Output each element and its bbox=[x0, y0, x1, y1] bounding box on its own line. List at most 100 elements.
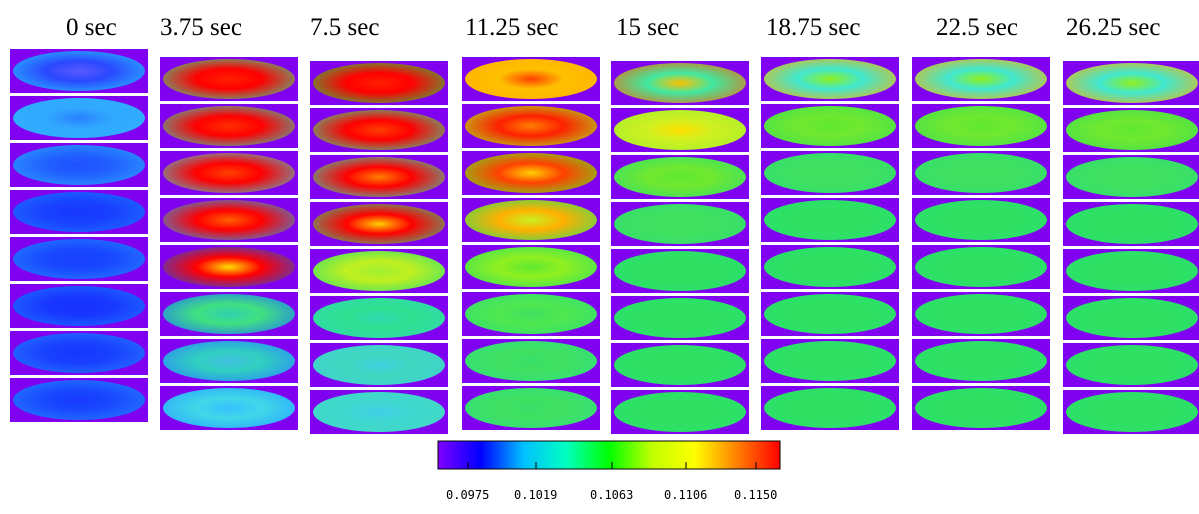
field-snapshot bbox=[160, 339, 298, 383]
field-snapshot bbox=[761, 245, 899, 289]
field-ellipse bbox=[764, 294, 896, 334]
field-ellipse bbox=[465, 59, 597, 99]
field-snapshot bbox=[912, 57, 1050, 101]
field-ellipse bbox=[1066, 298, 1198, 338]
snapshot-column bbox=[611, 61, 749, 437]
field-ellipse bbox=[163, 294, 295, 334]
colorbar-tick-label: 0.1150 bbox=[734, 488, 778, 502]
field-ellipse bbox=[915, 153, 1047, 193]
field-ellipse bbox=[313, 251, 445, 291]
field-snapshot bbox=[611, 343, 749, 387]
field-ellipse bbox=[163, 153, 295, 193]
field-snapshot bbox=[310, 249, 448, 293]
field-snapshot bbox=[912, 292, 1050, 336]
snapshot-column bbox=[761, 57, 899, 433]
field-snapshot bbox=[462, 57, 600, 101]
field-snapshot bbox=[160, 151, 298, 195]
field-snapshot bbox=[10, 190, 148, 234]
field-snapshot bbox=[611, 296, 749, 340]
field-ellipse bbox=[614, 345, 746, 385]
field-ellipse bbox=[1066, 392, 1198, 432]
field-snapshot bbox=[761, 339, 899, 383]
field-ellipse bbox=[1066, 345, 1198, 385]
time-label: 15 sec bbox=[616, 14, 680, 41]
field-snapshot bbox=[310, 108, 448, 152]
field-ellipse bbox=[614, 392, 746, 432]
time-label: 3.75 sec bbox=[160, 14, 242, 41]
field-snapshot bbox=[462, 292, 600, 336]
field-snapshot bbox=[1063, 249, 1199, 293]
field-snapshot bbox=[611, 249, 749, 293]
field-ellipse bbox=[163, 388, 295, 428]
field-ellipse bbox=[764, 247, 896, 287]
field-snapshot bbox=[1063, 202, 1199, 246]
field-snapshot bbox=[761, 386, 899, 430]
field-ellipse bbox=[764, 153, 896, 193]
field-snapshot bbox=[462, 339, 600, 383]
field-ellipse bbox=[313, 392, 445, 432]
field-snapshot bbox=[1063, 155, 1199, 199]
field-ellipse bbox=[13, 239, 145, 279]
field-ellipse bbox=[313, 63, 445, 103]
field-ellipse bbox=[465, 388, 597, 428]
field-ellipse bbox=[764, 59, 896, 99]
field-snapshot bbox=[10, 49, 148, 93]
field-ellipse bbox=[13, 51, 145, 91]
field-snapshot bbox=[1063, 343, 1199, 387]
field-ellipse bbox=[764, 341, 896, 381]
field-snapshot bbox=[611, 390, 749, 434]
field-ellipse bbox=[764, 106, 896, 146]
field-ellipse bbox=[465, 294, 597, 334]
snapshot-column bbox=[1063, 61, 1199, 437]
field-snapshot bbox=[160, 386, 298, 430]
colorbar bbox=[437, 440, 781, 470]
field-ellipse bbox=[1066, 110, 1198, 150]
field-snapshot bbox=[10, 96, 148, 140]
field-ellipse bbox=[1066, 204, 1198, 244]
field-ellipse bbox=[915, 106, 1047, 146]
field-ellipse bbox=[13, 286, 145, 326]
field-snapshot bbox=[761, 151, 899, 195]
field-ellipse bbox=[614, 298, 746, 338]
field-snapshot bbox=[912, 198, 1050, 242]
field-ellipse bbox=[614, 157, 746, 197]
field-snapshot bbox=[611, 108, 749, 152]
field-ellipse bbox=[915, 341, 1047, 381]
field-ellipse bbox=[13, 333, 145, 373]
field-snapshot bbox=[160, 245, 298, 289]
field-snapshot bbox=[761, 292, 899, 336]
snapshot-column bbox=[912, 57, 1050, 433]
field-snapshot bbox=[1063, 296, 1199, 340]
field-snapshot bbox=[761, 104, 899, 148]
time-label: 26.25 sec bbox=[1066, 14, 1161, 41]
time-label: 22.5 sec bbox=[936, 14, 1018, 41]
field-snapshot bbox=[611, 202, 749, 246]
snapshot-column bbox=[310, 61, 448, 437]
field-snapshot bbox=[912, 104, 1050, 148]
colorbar-tick-label: 0.1106 bbox=[664, 488, 708, 502]
field-ellipse bbox=[764, 388, 896, 428]
field-snapshot bbox=[761, 198, 899, 242]
field-ellipse bbox=[465, 247, 597, 287]
field-ellipse bbox=[614, 63, 746, 103]
field-snapshot bbox=[761, 57, 899, 101]
field-ellipse bbox=[163, 247, 295, 287]
time-label: 11.25 sec bbox=[465, 14, 559, 41]
field-snapshot bbox=[912, 151, 1050, 195]
field-ellipse bbox=[1066, 63, 1198, 103]
field-snapshot bbox=[10, 143, 148, 187]
field-ellipse bbox=[313, 157, 445, 197]
field-snapshot bbox=[310, 296, 448, 340]
snapshot-column bbox=[462, 57, 600, 433]
field-snapshot bbox=[160, 198, 298, 242]
field-ellipse bbox=[465, 341, 597, 381]
field-snapshot bbox=[310, 61, 448, 105]
field-ellipse bbox=[313, 298, 445, 338]
time-label: 0 sec bbox=[66, 14, 117, 41]
field-snapshot bbox=[462, 386, 600, 430]
field-ellipse bbox=[1066, 157, 1198, 197]
field-snapshot bbox=[310, 202, 448, 246]
field-ellipse bbox=[163, 59, 295, 99]
field-snapshot bbox=[462, 104, 600, 148]
field-ellipse bbox=[1066, 251, 1198, 291]
